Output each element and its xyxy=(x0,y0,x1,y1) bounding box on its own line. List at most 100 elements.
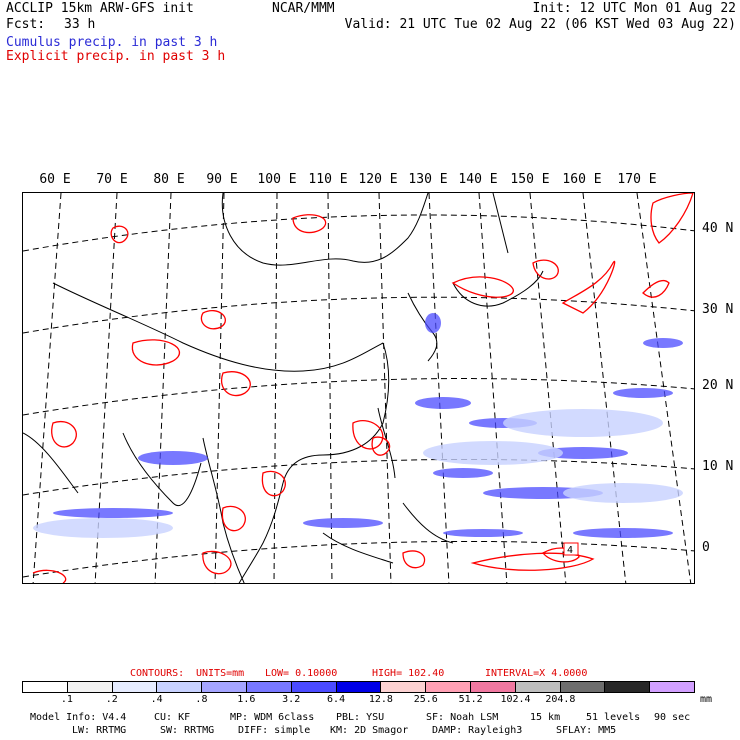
cumulus-cell xyxy=(425,313,441,333)
colorbar-tick-label: .1 xyxy=(60,694,73,705)
explicit-contour xyxy=(642,279,670,298)
contour-label: 4 xyxy=(567,545,573,556)
contours-high: HIGH= 102.40 xyxy=(372,668,445,679)
explicit-contour xyxy=(352,420,384,450)
lat-label: 30 N xyxy=(702,302,734,317)
explicit-contour xyxy=(220,371,251,397)
km-option: KM: 2D Smagor xyxy=(330,725,409,736)
colorbar-segment xyxy=(426,682,471,692)
border-line xyxy=(52,282,384,372)
diff-option: DIFF: simple xyxy=(238,725,311,736)
cumulus-cell xyxy=(643,338,683,348)
cumulus-light xyxy=(33,409,683,538)
meridian-line xyxy=(582,193,627,583)
explicit-contour xyxy=(402,550,426,569)
forecast-label: Fcst: xyxy=(6,17,46,32)
colorbar-segment xyxy=(291,682,337,692)
graticule xyxy=(23,193,694,583)
colorbar-segment xyxy=(67,682,113,692)
valid-time: Valid: 21 UTC Tue 02 Aug 22 (06 KST Wed … xyxy=(344,17,736,32)
colorbar-segment xyxy=(23,682,68,692)
lon-label: 160 E xyxy=(562,172,602,187)
explicit-contour xyxy=(110,225,129,244)
field-explicit-label: Explicit precip. in past 3 h xyxy=(6,49,226,64)
meridian-line xyxy=(327,193,333,583)
lw-scheme: LW: RRTMG xyxy=(72,725,127,736)
colorbar-segment xyxy=(605,682,651,692)
meridian-line xyxy=(378,193,392,583)
explicit-contour xyxy=(292,214,327,234)
precip-map: 4 xyxy=(22,192,695,584)
colorbar-unit: mm xyxy=(700,694,713,705)
meridian-line xyxy=(32,193,62,583)
contours-interval: INTERVAL=X 4.0000 xyxy=(485,668,588,679)
parallel-line xyxy=(23,540,694,578)
lon-label: 140 E xyxy=(458,172,498,187)
coastline xyxy=(23,432,79,494)
cumulus-light-area xyxy=(423,441,563,465)
lat-label: 40 N xyxy=(702,221,734,236)
explicit-precip xyxy=(32,193,694,583)
lon-label: 170 E xyxy=(617,172,657,187)
lon-label: 80 E xyxy=(153,172,185,187)
lon-label: 120 E xyxy=(358,172,398,187)
cumulus-cell xyxy=(53,508,173,518)
cumulus-light-area xyxy=(503,409,663,437)
explicit-contour xyxy=(261,470,286,497)
explicit-contour xyxy=(221,505,246,532)
lat-label: 0 xyxy=(702,540,710,555)
map-canvas: 4 xyxy=(23,193,694,583)
colorbar-tick-label: 1.6 xyxy=(237,694,256,705)
colorbar-segment xyxy=(560,682,606,692)
cumulus-light-area xyxy=(563,483,683,503)
cumulus-cell xyxy=(303,518,383,528)
sf-scheme: SF: Noah LSM xyxy=(426,712,499,723)
contour-label-box xyxy=(563,542,579,556)
meridian-line xyxy=(478,193,508,583)
lat-label: 20 N xyxy=(702,378,734,393)
meridian-line xyxy=(428,193,450,583)
explicit-contour xyxy=(131,339,181,366)
parallel-line xyxy=(23,214,694,252)
sw-scheme: SW: RRTMG xyxy=(160,725,215,736)
contours-label: CONTOURS: xyxy=(130,668,185,679)
forecast-hour: 33 h xyxy=(64,17,96,32)
coastline xyxy=(402,502,454,544)
coastline xyxy=(122,432,202,506)
coastline xyxy=(322,532,394,564)
explicit-contour xyxy=(542,547,580,563)
model-info: Model Info: V4.4 xyxy=(30,712,127,723)
contours-units: UNITS=mm xyxy=(196,668,245,679)
meridian-line xyxy=(214,193,225,583)
cumulus-cell xyxy=(415,397,471,409)
colorbar-tick-label: 3.2 xyxy=(282,694,301,705)
cumulus-cell xyxy=(138,451,208,465)
colorbar-segment xyxy=(112,682,158,692)
coastline xyxy=(492,193,509,254)
meridian-line xyxy=(636,193,692,583)
colorbar-tick-label: .2 xyxy=(105,694,118,705)
cumulus-precip xyxy=(53,313,683,538)
sflay-option: SFLAY: MM5 xyxy=(556,725,617,736)
lon-label: 100 E xyxy=(257,172,297,187)
lon-label: 60 E xyxy=(39,172,71,187)
colorbar-segment xyxy=(515,682,561,692)
coastline xyxy=(452,270,544,307)
meridian-line xyxy=(273,193,278,583)
colorbar-tick-label: 204.8 xyxy=(545,694,576,705)
center-label: NCAR/MMM xyxy=(272,1,335,16)
coastline xyxy=(202,437,245,583)
cumulus-cell xyxy=(443,529,523,537)
contours-low: LOW= 0.10000 xyxy=(265,668,338,679)
grid-spacing: 15 km xyxy=(530,712,561,723)
damp-option: DAMP: Rayleigh3 xyxy=(432,725,523,736)
lon-label: 90 E xyxy=(206,172,238,187)
colorbar-segment xyxy=(157,682,203,692)
explicit-contour xyxy=(202,550,232,575)
lon-label: 150 E xyxy=(510,172,550,187)
colorbar-segment xyxy=(381,682,427,692)
pbl-scheme: PBL: YSU xyxy=(336,712,385,723)
vertical-levels: 51 levels xyxy=(586,712,641,723)
cumulus-cell xyxy=(433,468,493,478)
explicit-contour xyxy=(470,552,595,571)
